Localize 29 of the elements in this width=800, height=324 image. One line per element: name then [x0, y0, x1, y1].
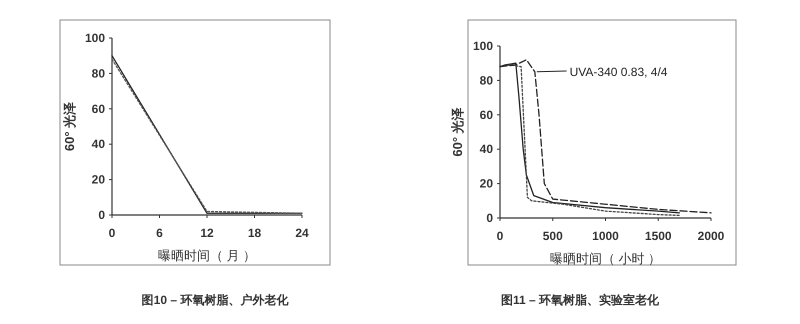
x-axis-title: 曝晒时间（ 小时 ） — [550, 251, 662, 266]
x-tick-label: 500 — [542, 229, 564, 243]
legend-label: UVA-340 0.83, 4/4 — [570, 65, 668, 79]
x-tick-label: 12 — [200, 226, 214, 240]
y-tick-label: 60 — [92, 102, 106, 116]
x-tick-label: 6 — [156, 226, 164, 240]
x-tick-label: 24 — [295, 226, 309, 240]
y-tick-label: 0 — [486, 211, 494, 225]
y-tick-label: 60 — [480, 108, 494, 122]
y-axis-title: 60° 光泽 — [62, 100, 77, 152]
x-tick-label: 18 — [248, 226, 262, 240]
x-tick-label: 1500 — [644, 229, 672, 243]
x-tick-label: 0 — [496, 229, 504, 243]
caption: 图11 – 环氧树脂、实验室老化 — [500, 293, 660, 307]
y-tick-label: 100 — [472, 39, 494, 53]
x-tick-label: 0 — [108, 226, 116, 240]
y-tick-label: 20 — [480, 176, 494, 191]
y-tick-label: 80 — [92, 66, 106, 80]
y-tick-label: 40 — [92, 137, 106, 152]
caption: 图10 – 环氧树脂、户外老化 — [142, 293, 290, 307]
y-axis-title: 60° 光泽 — [450, 106, 465, 157]
y-tick-label: 0 — [98, 208, 106, 222]
x-tick-label: 2000 — [698, 229, 725, 243]
y-tick-label: 100 — [84, 31, 106, 45]
y-tick-label: 20 — [92, 172, 106, 187]
x-axis-title: 曝晒时间（ 月 ） — [158, 248, 256, 263]
y-tick-label: 40 — [480, 142, 494, 156]
x-tick-label: 1000 — [592, 229, 620, 243]
y-tick-label: 80 — [480, 73, 494, 88]
